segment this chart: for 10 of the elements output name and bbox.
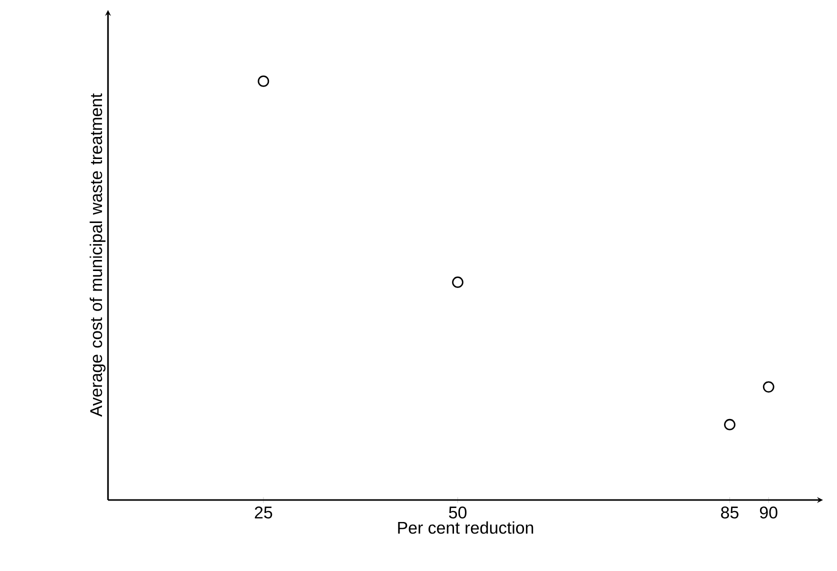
point: [762, 381, 774, 393]
x-tick-label: 90: [760, 506, 778, 519]
y-axis-title: Average cost of municipal waste treatment: [90, 93, 106, 417]
x-tick-label: 25: [254, 506, 272, 519]
point: [724, 418, 736, 430]
x-axis-title: Per cent reduction: [398, 521, 534, 534]
point: [452, 276, 464, 288]
x-tick-label: 85: [721, 506, 738, 519]
point: [258, 76, 270, 87]
x-tick-label: 50: [448, 506, 466, 519]
